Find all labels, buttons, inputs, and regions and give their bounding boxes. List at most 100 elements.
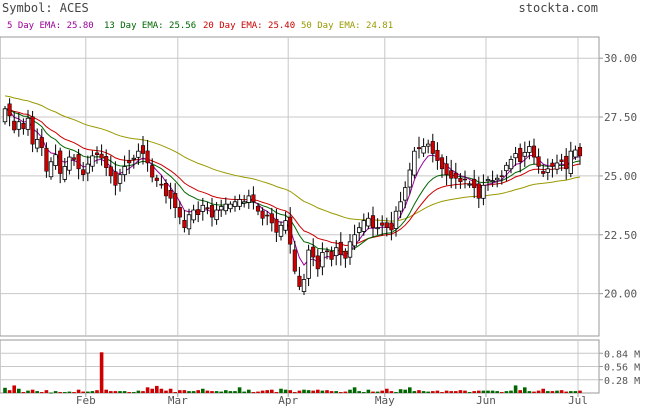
volume-bar — [141, 391, 145, 393]
volume-bar — [224, 390, 228, 393]
candle — [292, 240, 297, 275]
candle — [559, 153, 564, 171]
candle-body-up — [191, 209, 196, 221]
candle-body-up — [117, 174, 123, 184]
candle-body-up — [573, 149, 578, 158]
candle — [453, 162, 458, 189]
candle — [435, 142, 440, 170]
volume-bar — [214, 391, 219, 393]
candle-body-up — [407, 169, 412, 188]
volume-bar — [247, 389, 251, 393]
candle — [228, 201, 233, 213]
candle — [200, 197, 205, 221]
candle — [182, 210, 187, 233]
candle — [44, 142, 49, 178]
volume-bar — [297, 390, 302, 393]
candle — [214, 202, 219, 225]
candle-body-down — [145, 150, 150, 164]
candle-body-up — [241, 201, 247, 204]
volume-bar — [30, 389, 35, 393]
price-tick-label: 20.00 — [604, 288, 637, 301]
candle-body-down — [458, 177, 463, 183]
candle-body-up — [366, 217, 371, 227]
candle — [421, 138, 426, 158]
candle — [246, 189, 251, 209]
candle — [150, 158, 155, 183]
price-pane-frame — [0, 36, 600, 337]
candle — [209, 197, 215, 227]
volume-bar — [329, 391, 334, 393]
candle-body-down — [113, 171, 118, 186]
candle-body-down — [260, 210, 265, 219]
candle-body-down — [127, 160, 132, 164]
candle — [389, 211, 394, 241]
candle — [278, 221, 284, 241]
volume-bar — [408, 387, 412, 393]
volume-bar — [398, 389, 403, 393]
candle — [554, 154, 560, 175]
candle — [21, 118, 26, 135]
candle — [504, 162, 509, 182]
candle-body-down — [518, 147, 523, 163]
candle-body-up — [228, 203, 233, 210]
volume-bar — [523, 387, 527, 393]
volume-bar — [555, 390, 559, 393]
volume-bar — [81, 391, 85, 393]
volume-bar — [44, 390, 49, 393]
volume-bar — [569, 391, 573, 393]
candle-body-up — [223, 203, 228, 212]
volume-bar — [385, 388, 389, 393]
volume-bar — [513, 385, 518, 393]
candle-body-up — [398, 201, 403, 212]
candle — [218, 199, 224, 217]
candle-body-down — [472, 178, 477, 188]
volume-bar — [95, 390, 99, 393]
candle — [402, 181, 408, 209]
volume-bar — [196, 390, 200, 393]
month-label: Feb — [76, 394, 96, 406]
candle — [53, 144, 58, 170]
candle-body-up — [246, 195, 251, 203]
candle — [568, 141, 573, 178]
volume-bar — [527, 391, 532, 393]
candle-body-up — [218, 206, 224, 211]
volume-bar — [35, 391, 39, 393]
candle — [352, 224, 357, 250]
volume-bar — [343, 391, 348, 393]
candle — [370, 206, 376, 237]
candle-body-down — [541, 171, 546, 174]
volume-bar — [421, 391, 426, 393]
candle — [2, 105, 8, 125]
candle — [380, 215, 385, 236]
candle-body-down — [44, 147, 49, 172]
volume-bar — [279, 388, 283, 393]
candle — [536, 148, 541, 174]
candle-body-down — [21, 122, 26, 130]
candle — [462, 170, 468, 189]
volume-bar — [237, 387, 242, 393]
candle-body-down — [292, 249, 297, 272]
volume-bar — [490, 390, 495, 393]
month-label: Apr — [278, 394, 298, 406]
volume-bar — [403, 389, 407, 393]
volume-bar — [509, 390, 513, 393]
candle-body-down — [205, 207, 210, 210]
legend-ema5: 5 Day EMA: 25.80 — [7, 21, 94, 31]
candle-body-down — [274, 218, 279, 233]
volume-bar — [155, 385, 159, 393]
candle-body-up — [527, 146, 532, 153]
candle — [122, 155, 127, 182]
candle-body-up — [237, 199, 242, 207]
candle-body-up — [306, 249, 311, 279]
volume-bar — [375, 391, 380, 393]
candle-body-down — [536, 156, 541, 167]
candle-body-up — [67, 156, 72, 171]
candle — [531, 138, 537, 165]
volume-bar — [159, 388, 164, 393]
candle — [223, 197, 228, 215]
candle-body-down — [159, 183, 164, 186]
volume-bar — [380, 390, 384, 393]
volume-bar — [274, 392, 279, 394]
ema-legend: 5 Day EMA: 25.80 13 Day EMA: 25.56 20 Da… — [7, 21, 393, 31]
